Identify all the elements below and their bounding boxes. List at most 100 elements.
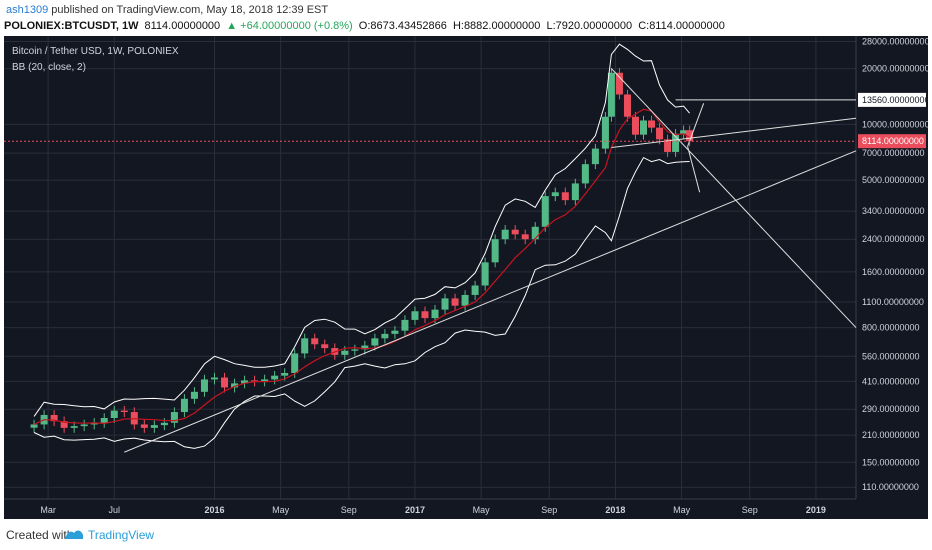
tradingview-logo-icon: [65, 530, 83, 539]
candle-body: [221, 377, 229, 388]
candle: [571, 178, 579, 206]
candle: [521, 229, 529, 245]
candle-body: [120, 410, 128, 413]
candle: [261, 374, 269, 387]
candle-body: [241, 380, 249, 384]
candle-body: [271, 375, 279, 380]
candle-body: [150, 425, 158, 428]
candle: [351, 344, 359, 356]
bb-lower-line: [33, 156, 690, 449]
time-tick-label: 2017: [405, 505, 425, 515]
annotation-price-label: 13560.00000000: [862, 95, 928, 105]
candle-body: [648, 120, 656, 128]
candle: [551, 187, 559, 202]
candle-body: [461, 294, 469, 306]
last-price: 8114.00000000: [144, 20, 221, 32]
candle-body: [70, 426, 78, 428]
chart-area[interactable]: 110.00000000 150.00000000 210.00000000 290.…: [4, 36, 928, 519]
candle-body: [511, 229, 519, 235]
tradingview-link[interactable]: TradingView: [88, 528, 155, 542]
channel-trendline: [611, 117, 857, 149]
candle-body: [361, 345, 369, 350]
candle-body: [60, 421, 68, 428]
candle-body: [615, 72, 623, 95]
candle-body: [623, 94, 631, 117]
price-tick-label: 5000.00000000: [862, 175, 925, 185]
candle-body: [639, 120, 648, 135]
low-value: L:7920.00000000: [546, 20, 633, 32]
price-tick-label: 7000.00000000: [862, 148, 925, 158]
candle: [170, 407, 178, 428]
ohlc-bar: POLONIEX:BTCUSDT, 1W 8114.00000000 ▲ +64…: [4, 20, 728, 32]
candle-body: [281, 372, 289, 376]
candle-body: [200, 379, 208, 392]
chart-header: ash1309 published on TradingView.com, Ma…: [0, 0, 932, 36]
candle-body: [291, 353, 299, 373]
candle: [623, 89, 631, 122]
candle: [241, 375, 249, 389]
candle: [200, 374, 208, 397]
candle-body: [160, 422, 168, 426]
time-tick-label: Mar: [40, 505, 56, 515]
candle: [541, 191, 549, 232]
candle-body: [421, 311, 429, 319]
candle-body: [401, 319, 409, 331]
candle: [481, 257, 489, 291]
candle: [210, 372, 219, 385]
price-tick-label: 10000.00000000: [862, 119, 928, 129]
candle: [301, 333, 309, 359]
candle: [421, 306, 429, 324]
candle-body: [591, 148, 599, 165]
candle-body: [561, 192, 569, 201]
indicator-title[interactable]: BB (20, close, 2): [12, 62, 86, 73]
candle: [100, 413, 108, 428]
publish-text: published on TradingView.com, May 18, 20…: [51, 4, 329, 16]
time-tick-label: 2018: [605, 505, 625, 515]
price-change: ▲ +64.00000000 (+0.8%): [226, 20, 353, 32]
price-tick-label: 110.00000000: [862, 482, 919, 492]
symbol-label: POLONIEX:BTCUSDT, 1W: [4, 20, 139, 32]
candle: [491, 234, 499, 268]
candle-body: [351, 349, 359, 351]
candle-body: [90, 422, 98, 425]
candle-body: [581, 164, 589, 184]
price-tick-label: 1600.00000000: [862, 267, 925, 277]
candle: [311, 333, 319, 350]
price-chart[interactable]: 110.00000000 150.00000000 210.00000000 290.…: [4, 36, 928, 519]
candle: [110, 405, 118, 423]
current-price-marker: [858, 134, 926, 149]
annotation-price-marker: [858, 92, 926, 107]
candle: [680, 125, 688, 139]
candle: [321, 339, 329, 354]
candle-body: [686, 130, 694, 142]
time-tick-label: May: [272, 505, 290, 515]
candle: [664, 134, 672, 157]
candle: [601, 112, 609, 154]
drawn-trendlines: [124, 68, 857, 453]
candle-body: [391, 330, 399, 334]
candle-body: [210, 377, 219, 380]
price-tick-label: 410.00000000: [862, 376, 920, 386]
candle: [271, 370, 279, 385]
candle-body: [301, 338, 309, 354]
candle-body: [664, 139, 672, 152]
candle: [441, 293, 449, 315]
candle: [361, 340, 369, 355]
candle: [631, 112, 639, 140]
candle-body: [451, 298, 459, 306]
candle-body: [481, 262, 489, 286]
footer: Created with TradingView: [0, 519, 932, 550]
candle-body: [30, 424, 38, 428]
price-tick-label: 290.00000000: [862, 404, 920, 414]
projection-arrow-down: [687, 146, 701, 193]
candle: [291, 348, 299, 378]
author-link[interactable]: ash1309: [6, 4, 49, 16]
candle-body: [601, 116, 609, 149]
candle-body: [531, 226, 539, 240]
candle-body: [521, 234, 529, 240]
grid-lines: [4, 36, 856, 499]
candle-body: [190, 391, 198, 399]
candle: [639, 115, 648, 140]
candle-body: [672, 133, 680, 152]
candle: [140, 419, 148, 433]
